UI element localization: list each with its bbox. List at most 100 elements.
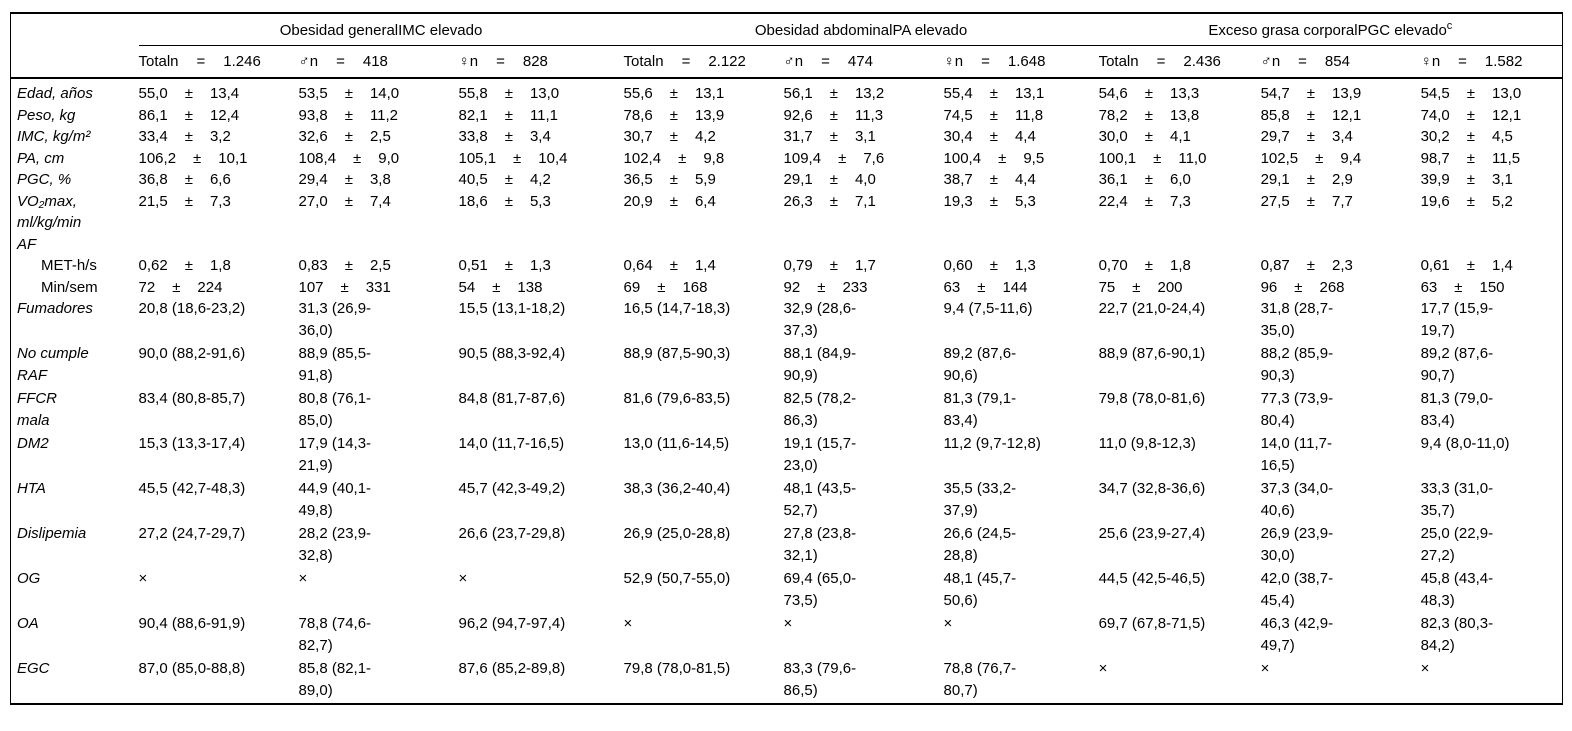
percent-ci-value: 44,5 (42,5-46,5) <box>1098 570 1206 587</box>
mean-sd-cell: 63 ±150 <box>1421 277 1563 299</box>
mean-value: 102,4 <box>623 149 662 167</box>
percent-ci-value: 31,8 (28,7- 35,0) <box>1260 300 1334 339</box>
table-row-egc: EGC 87,0 (85,0-88,8) 85,8 (82,1- 89,0) 87,6… <box>11 658 1563 704</box>
mean-sd-cell: 0,70 ±1,8 <box>1099 255 1261 277</box>
percent-ci-cell: 90,0 (88,2-91,6) <box>139 343 299 388</box>
percent-ci-value: 14,0 (11,7- 16,5) <box>1260 435 1332 474</box>
sd-value: 7,7 <box>1332 192 1353 210</box>
percent-ci-cell: 79,8 (78,0-81,6) <box>1099 388 1261 433</box>
percent-ci-value: 32,9 (28,6- 37,3) <box>783 300 857 339</box>
plus-minus-sign: ± <box>669 128 678 145</box>
plus-minus-sign: ± <box>353 149 362 167</box>
mean-value: 29,7 <box>1260 128 1290 145</box>
mean-sd-cell: 98,7 ±11,5 <box>1421 148 1563 170</box>
percent-ci-value: 89,2 (87,6- 90,7) <box>1420 345 1494 384</box>
mean-value: 30,4 <box>943 128 973 145</box>
sd-value: 4,0 <box>854 171 876 188</box>
percent-ci-cell: 48,1 (45,7- 50,6) <box>944 568 1099 613</box>
mean-sd-cell: 30,4 ±4,4 <box>944 126 1099 148</box>
percent-ci-value: 11,2 (9,7-12,8) <box>943 435 1041 452</box>
mean-value: 0,60 <box>943 257 973 274</box>
plus-minus-sign: ± <box>344 192 353 210</box>
percent-ci-value: 13,0 (11,6-14,5) <box>623 435 730 452</box>
sample-size-value: 2.122 <box>708 52 746 70</box>
table-row-imc-kg-m: IMC, kg/m² 33,4 ±3,2 32,6 ±2,5 33,8 ±3,4 30,7 ±4… <box>11 126 1563 148</box>
missing-value-cell: × <box>459 568 624 613</box>
percent-ci-cell: 45,7 (42,3-49,2) <box>459 478 624 523</box>
row-label: Edad, años <box>17 85 93 102</box>
mean-sd-cell: 40,5 ±4,2 <box>459 169 624 191</box>
sd-value: 3,1 <box>854 128 876 145</box>
plus-minus-sign: ± <box>344 128 353 145</box>
percent-ci-value: 78,8 (74,6- 82,7) <box>298 615 372 654</box>
mean-sd-cell: 74,0 ±12,1 <box>1421 105 1563 127</box>
percent-ci-cell: 82,5 (78,2- 86,3) <box>784 388 944 433</box>
mean-sd-cell: 18,6 ±5,3 <box>459 191 624 234</box>
percent-ci-cell: 9,4 (8,0-11,0) <box>1421 433 1563 478</box>
mean-sd-cell: 102,4 ±9,8 <box>624 148 784 170</box>
mean-sd-cell: 78,6 ±13,9 <box>624 105 784 127</box>
mean-value: 108,4 <box>298 149 337 167</box>
percent-ci-value: 48,1 (43,5- 52,7) <box>783 480 857 519</box>
percent-ci-cell: 27,8 (23,8- 32,1) <box>784 523 944 568</box>
sample-size-value: 2.436 <box>1183 52 1221 70</box>
mean-sd-cell: 93,8 ±11,2 <box>299 105 459 127</box>
mean-value: 36,8 <box>138 171 168 188</box>
sd-value: 13,1 <box>694 85 725 102</box>
summary-statistics-table: Obesidad generalIMC elevado Obesidad abdo… <box>10 12 1564 705</box>
mean-sd-cell: 53,5 ±14,0 <box>299 78 459 105</box>
equals-sign: = <box>821 52 830 70</box>
mean-value: 54 <box>458 278 476 296</box>
group-header-obesidad-generalimc-elevado: Obesidad generalIMC elevado <box>138 13 624 46</box>
mean-value: 55,6 <box>623 85 653 102</box>
percent-ci-cell: 35,5 (33,2- 37,9) <box>944 478 1099 523</box>
percent-ci-cell: 16,5 (14,7-18,3) <box>624 298 784 343</box>
plus-minus-sign: ± <box>678 149 687 167</box>
mean-sd-cell: 63 ±144 <box>944 277 1099 299</box>
plus-minus-sign: ± <box>1306 128 1315 145</box>
plus-minus-sign: ± <box>504 192 513 210</box>
missing-value-cell: × <box>1261 658 1421 704</box>
sd-value: 1,4 <box>694 257 716 274</box>
plus-minus-sign: ± <box>1466 149 1475 167</box>
percent-ci-value: 34,7 (32,8-36,6) <box>1098 480 1206 497</box>
sd-value: 2,5 <box>369 128 391 145</box>
mean-value: 29,1 <box>1260 171 1290 188</box>
empty-cell <box>1261 234 1421 256</box>
equals-sign: = <box>336 52 345 70</box>
percent-ci-cell: 44,5 (42,5-46,5) <box>1099 568 1261 613</box>
mean-value: 31,7 <box>783 128 813 145</box>
mean-sd-cell: 108,4 ±9,0 <box>299 148 459 170</box>
row-label: OA <box>17 615 39 632</box>
percent-ci-value: 88,9 (87,6-90,1) <box>1098 345 1206 362</box>
mean-sd-cell: 78,2 ±13,8 <box>1099 105 1261 127</box>
plus-minus-sign: ± <box>989 106 998 124</box>
sd-value: 144 <box>1002 278 1028 296</box>
percent-ci-value: 79,8 (78,0-81,5) <box>623 660 731 677</box>
plus-minus-sign: ± <box>829 85 838 102</box>
mean-sd-cell: 54 ±138 <box>459 277 624 299</box>
mean-sd-cell: 54,7 ±13,9 <box>1261 78 1421 105</box>
sd-value: 4,4 <box>1014 171 1036 188</box>
percent-ci-cell: 48,1 (43,5- 52,7) <box>784 478 944 523</box>
plus-minus-sign: ± <box>1466 171 1475 188</box>
mean-value: 0,83 <box>298 257 328 274</box>
row-label: HTA <box>17 480 46 497</box>
percent-ci-cell: 81,6 (79,6-83,5) <box>624 388 784 433</box>
mean-sd-cell: 36,5 ±5,9 <box>624 169 784 191</box>
mean-sd-cell: 75 ±200 <box>1099 277 1261 299</box>
sd-value: 9,0 <box>378 149 400 167</box>
percent-ci-value: 9,4 (7,5-11,6) <box>943 300 1033 317</box>
missing-value-cell: × <box>1099 658 1261 704</box>
percent-ci-cell: 38,3 (36,2-40,4) <box>624 478 784 523</box>
percent-ci-value: 87,0 (85,0-88,8) <box>138 660 246 677</box>
plus-minus-sign: ± <box>829 128 838 145</box>
plus-minus-sign: ± <box>1454 278 1463 296</box>
percent-ci-cell: 17,9 (14,3- 21,9) <box>299 433 459 478</box>
percent-ci-cell: 17,7 (15,9- 19,7) <box>1421 298 1563 343</box>
mean-sd-cell: 82,1 ±11,1 <box>459 105 624 127</box>
percent-ci-value: 14,0 (11,7-16,5) <box>458 435 565 452</box>
row-label: Peso, kg <box>17 106 76 124</box>
percent-ci-value: 90,4 (88,6-91,9) <box>138 615 246 632</box>
subheader-cell-5: ♀n = 1.648 <box>943 45 1099 79</box>
